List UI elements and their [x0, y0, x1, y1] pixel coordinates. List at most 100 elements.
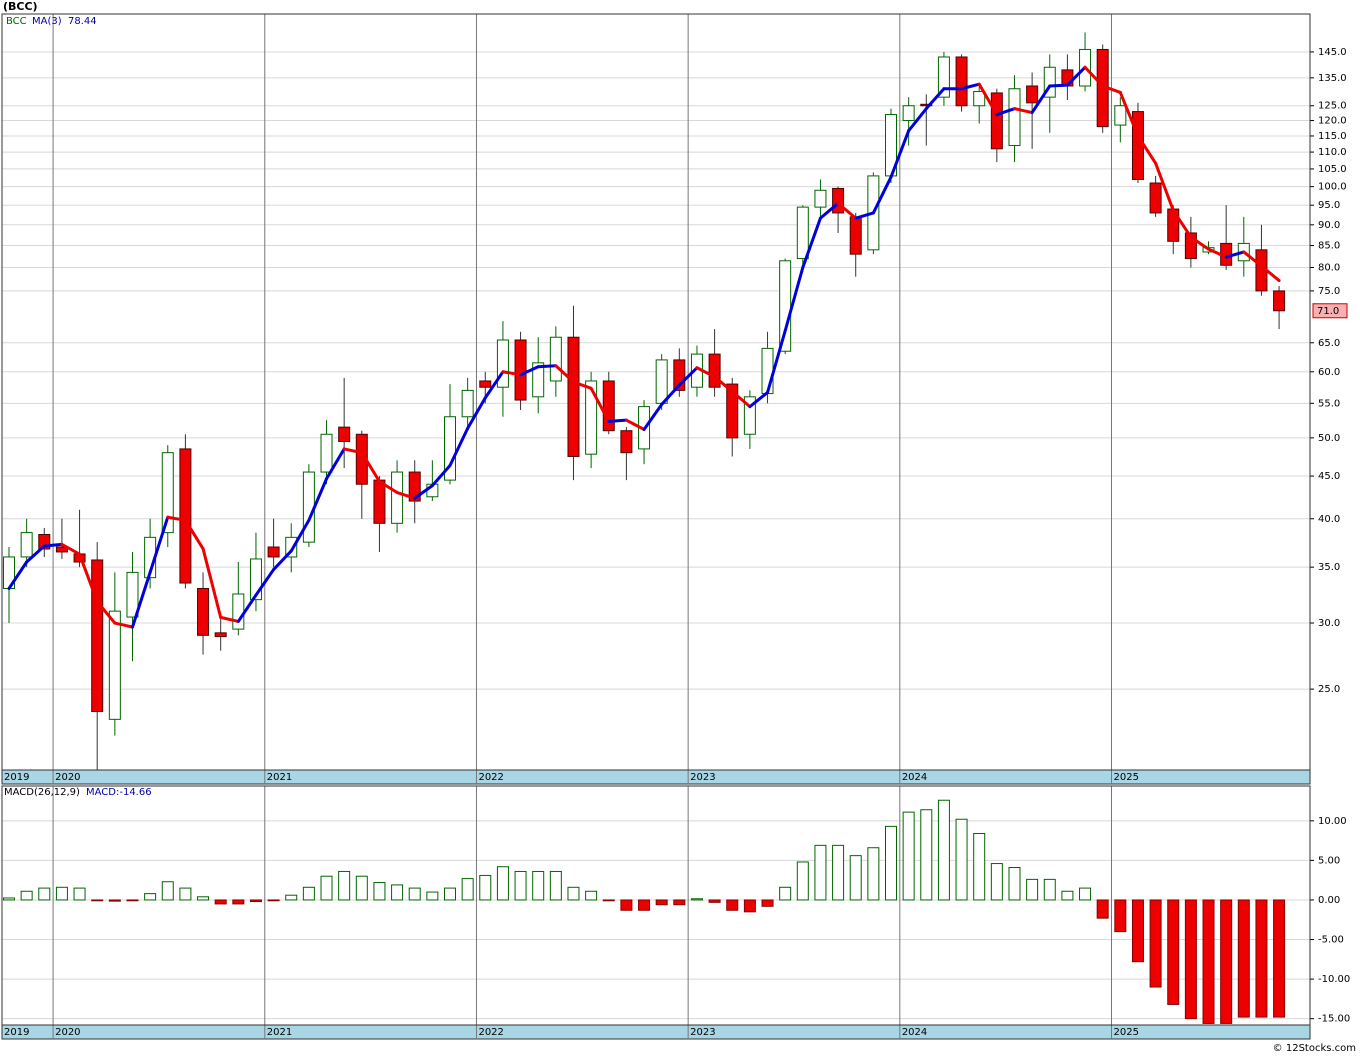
macd-bar — [1043, 878, 1056, 901]
candle-body — [232, 593, 245, 630]
candle-body — [673, 359, 686, 391]
ma-line — [25, 544, 46, 564]
macd-bar — [849, 855, 862, 901]
ma-line — [501, 370, 523, 377]
y-tick-label: 125.0 — [1318, 101, 1347, 112]
x-tick-label: 2023 — [690, 772, 715, 783]
macd-bar — [3, 897, 15, 901]
y-tick-label: 50.0 — [1318, 433, 1340, 444]
ma-line — [854, 211, 875, 220]
legend-symbol: BCC — [6, 16, 27, 27]
macd-bar — [285, 894, 298, 901]
macd-bar — [673, 899, 686, 906]
macd-bar — [585, 890, 598, 901]
candle-body — [1149, 182, 1162, 214]
candle-body — [514, 339, 527, 401]
y-tick-label: 80.0 — [1318, 263, 1340, 274]
candle-body — [708, 353, 721, 388]
macd-bar — [708, 899, 721, 903]
macd-bar — [108, 899, 121, 902]
ma-line — [695, 366, 717, 379]
macd-bar — [549, 870, 562, 901]
candle-body — [91, 559, 104, 713]
ma-line — [1207, 247, 1228, 259]
macd-bar — [955, 818, 968, 901]
macd-bar — [902, 811, 915, 901]
ma-line — [219, 615, 240, 623]
ma-line — [1101, 84, 1122, 94]
ma-line — [78, 552, 99, 604]
y-tick-label: -5.00 — [1318, 935, 1344, 946]
candle-body — [197, 587, 210, 636]
y-tick-label: 30.0 — [1318, 618, 1340, 629]
y-tick-label: 115.0 — [1318, 131, 1347, 142]
macd-bar — [161, 881, 174, 901]
macd-bar — [1149, 899, 1162, 988]
macd-bar — [1131, 899, 1144, 963]
macd-bar — [408, 887, 421, 901]
macd-bar — [867, 847, 880, 901]
footer: © 12Stocks.com — [1273, 1043, 1356, 1054]
x-tick-label: 2019 — [4, 772, 29, 783]
x-tick-label: 2024 — [902, 772, 927, 783]
candle-body — [108, 610, 121, 720]
legend-indicator: MA(3) — [32, 16, 62, 27]
macd-bar — [1237, 899, 1250, 1018]
ma-line — [377, 479, 399, 495]
macd-bar — [514, 870, 527, 901]
candle-body — [38, 533, 51, 550]
macd-bar — [567, 886, 580, 901]
macd-bar — [91, 899, 104, 902]
ma-line — [130, 570, 152, 629]
candle-body — [161, 452, 174, 534]
x-tick-label: 2020 — [55, 772, 80, 783]
y-tick-label: 65.0 — [1318, 338, 1340, 349]
candle-body — [779, 260, 792, 352]
ma-line — [766, 329, 787, 394]
x-tick-label: 2021 — [267, 1027, 292, 1038]
candle-body — [1114, 105, 1127, 126]
candle-body — [444, 416, 456, 481]
candle-body — [990, 92, 1003, 150]
ma-line — [1171, 208, 1193, 239]
x-tick-label: 2022 — [478, 1027, 503, 1038]
macd-bar — [496, 866, 509, 901]
macd-bar — [1255, 899, 1268, 1018]
ma-line — [325, 447, 346, 481]
ma-line — [713, 375, 734, 393]
ma-line — [113, 621, 134, 629]
ma-line — [1189, 235, 1211, 251]
candle-body — [532, 362, 545, 398]
x-tick-label: 2024 — [902, 1027, 927, 1038]
ma-line — [1048, 83, 1069, 88]
candle-body — [549, 336, 562, 382]
candle-body — [214, 632, 227, 638]
macd-bar — [1202, 899, 1215, 1024]
y-tick-label: 120.0 — [1318, 116, 1347, 127]
y-tick-label: 95.0 — [1318, 200, 1340, 211]
macd-bar — [1220, 899, 1233, 1024]
candle-body — [338, 426, 351, 443]
candle-body — [937, 56, 950, 98]
ma-line — [924, 87, 946, 111]
y-tick-label: 135.0 — [1318, 73, 1347, 84]
candle-body — [479, 380, 492, 388]
y-tick-label: 90.0 — [1318, 220, 1340, 231]
y-tick-label: 105.0 — [1318, 164, 1347, 175]
macd-bar — [444, 887, 456, 901]
y-tick-label: 35.0 — [1318, 562, 1340, 573]
ma-line — [1259, 264, 1281, 283]
y-tick-label: 85.0 — [1318, 241, 1340, 252]
macd-bar — [1026, 878, 1039, 901]
macd-bar — [620, 899, 633, 911]
candle-body — [620, 430, 633, 454]
y-tick-label: 25.0 — [1318, 684, 1340, 695]
macd-title: MACD(26,12,9) — [4, 787, 80, 798]
macd-bar — [937, 799, 950, 901]
ma-line — [466, 396, 487, 430]
candle-body — [726, 383, 739, 439]
ma-line — [748, 390, 770, 409]
candle-body — [761, 347, 774, 395]
macd-bar — [1273, 899, 1286, 1018]
